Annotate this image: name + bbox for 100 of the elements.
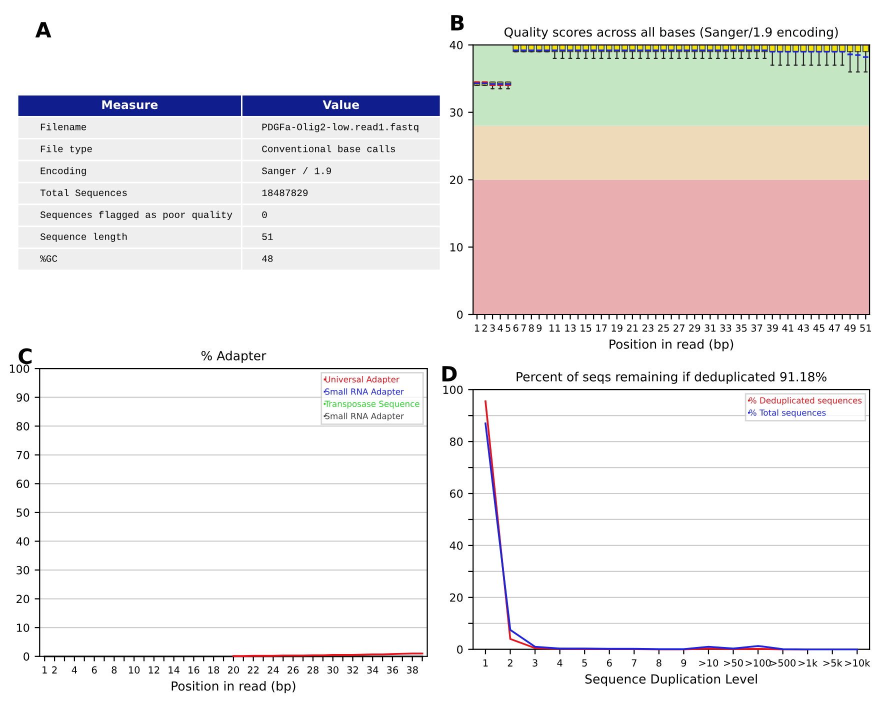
chart-title: Quality scores across all bases (Sanger/1.9 encoding) bbox=[504, 27, 838, 40]
text: 18487829 bbox=[262, 190, 308, 196]
category-label: Sequences flagged as poor quality bbox=[40, 210, 232, 220]
x-tick-label: 3 bbox=[490, 324, 495, 332]
category-label: Total Sequences bbox=[40, 188, 127, 198]
y-tick-label: 0 bbox=[457, 645, 463, 654]
legend-label: % Deduplicated sequences bbox=[749, 397, 862, 406]
text: 48 bbox=[262, 255, 273, 262]
text: A bbox=[35, 22, 52, 38]
x-tick-label: 8 bbox=[656, 659, 662, 667]
x-tick-label: >100 bbox=[746, 659, 771, 667]
x-tick-label: 6 bbox=[606, 659, 612, 667]
legend-label: Transposase Sequence bbox=[324, 400, 420, 409]
y-tick-label: 100 bbox=[443, 386, 463, 394]
x-tick-label: 24 bbox=[268, 666, 279, 674]
y-tick-label: 40 bbox=[450, 40, 463, 50]
x-tick-label: 11 bbox=[550, 324, 560, 332]
x-tick-label: 3 bbox=[532, 659, 538, 667]
x-tick-label: 30 bbox=[327, 666, 338, 674]
x-tick-label: 39 bbox=[766, 324, 778, 332]
x-tick-label: 8 bbox=[528, 324, 534, 332]
chart-title: Percent of seqs remaining if deduplicated 91.18% bbox=[516, 372, 826, 384]
x-tick-label: 5 bbox=[582, 659, 587, 667]
y-tick-label: 90 bbox=[16, 393, 30, 402]
text: C bbox=[18, 348, 32, 364]
x-tick-label: >50 bbox=[724, 659, 743, 667]
x-tick-label: 6 bbox=[513, 324, 518, 332]
x-tick-label: 41 bbox=[782, 324, 794, 332]
y-tick-label: 60 bbox=[16, 480, 30, 488]
x-tick-label: 4 bbox=[72, 666, 77, 674]
y-tick-label: 100 bbox=[10, 364, 30, 373]
y-tick-label: 20 bbox=[16, 594, 30, 604]
y-tick-label: 0 bbox=[24, 652, 30, 661]
text: B bbox=[451, 15, 464, 30]
x-tick-label: 9 bbox=[681, 659, 686, 667]
x-tick-label: 18 bbox=[208, 666, 220, 674]
x-tick-label: 16 bbox=[188, 666, 200, 674]
y-tick-label: 10 bbox=[450, 243, 463, 252]
y-tick-label: 80 bbox=[16, 422, 30, 430]
x-tick-label: 2 bbox=[52, 666, 57, 674]
text: PDGFa-Olig2-low.read1.fastq bbox=[262, 123, 418, 132]
x-tick-label: 10 bbox=[128, 666, 140, 674]
x-tick-label: 32 bbox=[347, 666, 358, 674]
y-tick-label: 80 bbox=[450, 438, 463, 446]
y-tick-label: 10 bbox=[17, 624, 30, 632]
y-tick-label: 60 bbox=[450, 489, 463, 498]
x-tick-label: 37 bbox=[751, 324, 762, 332]
x-tick-label: 22 bbox=[248, 666, 259, 674]
category-label: Sequence length bbox=[40, 232, 127, 242]
x-tick-label: 4 bbox=[557, 659, 562, 666]
category-label: %GC bbox=[40, 255, 58, 262]
x-tick-label: 26 bbox=[288, 666, 299, 674]
y-tick-label: 30 bbox=[450, 108, 463, 117]
y-tick-label: 40 bbox=[450, 541, 463, 550]
text: D bbox=[442, 366, 457, 382]
x-tick-label: 36 bbox=[387, 666, 398, 674]
legend-label: Universal Adapter bbox=[325, 376, 400, 384]
x-tick-label: 1 bbox=[483, 659, 488, 666]
x-tick-label: 45 bbox=[813, 324, 824, 332]
text: 0 bbox=[262, 211, 267, 218]
category-label: Value bbox=[322, 100, 360, 110]
x-tick-label: >500 bbox=[770, 659, 796, 667]
x-tick-label: 33 bbox=[720, 324, 732, 332]
text: Sanger / 1.9 bbox=[262, 167, 331, 176]
x-tick-label: 35 bbox=[736, 324, 747, 332]
x-tick-label: 17 bbox=[596, 324, 607, 332]
legend-label: Small RNA Adapter bbox=[325, 388, 404, 396]
x-tick-label: 25 bbox=[658, 324, 669, 332]
x-tick-label: 19 bbox=[612, 324, 622, 332]
y-tick-label: 70 bbox=[16, 450, 30, 460]
x-tick-label: 49 bbox=[844, 324, 856, 332]
category-label: Encoding bbox=[40, 167, 86, 176]
x-tick-label: 6 bbox=[92, 666, 97, 674]
category-label: File type bbox=[40, 145, 92, 154]
x-tick-label: 21 bbox=[626, 324, 638, 332]
x-tick-label: 15 bbox=[580, 324, 592, 332]
x-axis-title: Position in read (bp) bbox=[172, 681, 296, 694]
x-tick-label: >5k bbox=[823, 659, 842, 667]
x-tick-label: >1k bbox=[798, 659, 818, 666]
x-axis-title: Sequence Duplication Level bbox=[585, 674, 757, 686]
x-tick-label: 38 bbox=[406, 666, 418, 674]
x-axis-title: Position in read (bp) bbox=[610, 339, 734, 352]
x-tick-label: 27 bbox=[674, 324, 684, 332]
text: Conventional base calls bbox=[262, 145, 396, 152]
x-tick-label: 7 bbox=[521, 324, 526, 332]
y-tick-label: 20 bbox=[450, 593, 463, 602]
x-tick-label: 4 bbox=[498, 324, 503, 332]
text: 51 bbox=[262, 233, 273, 240]
x-tick-label: >10k bbox=[845, 659, 870, 667]
x-tick-label: 14 bbox=[168, 666, 180, 674]
category-label: Measure bbox=[102, 100, 158, 110]
x-tick-label: 7 bbox=[632, 659, 636, 666]
x-tick-label: 8 bbox=[112, 666, 117, 674]
y-tick-label: 30 bbox=[16, 566, 30, 574]
x-tick-label: 43 bbox=[798, 324, 809, 332]
x-tick-label: 20 bbox=[228, 666, 240, 674]
x-tick-label: 5 bbox=[506, 324, 510, 332]
x-tick-label: 9 bbox=[536, 324, 542, 332]
y-tick-label: 40 bbox=[16, 537, 30, 546]
y-tick-label: 20 bbox=[450, 176, 463, 184]
